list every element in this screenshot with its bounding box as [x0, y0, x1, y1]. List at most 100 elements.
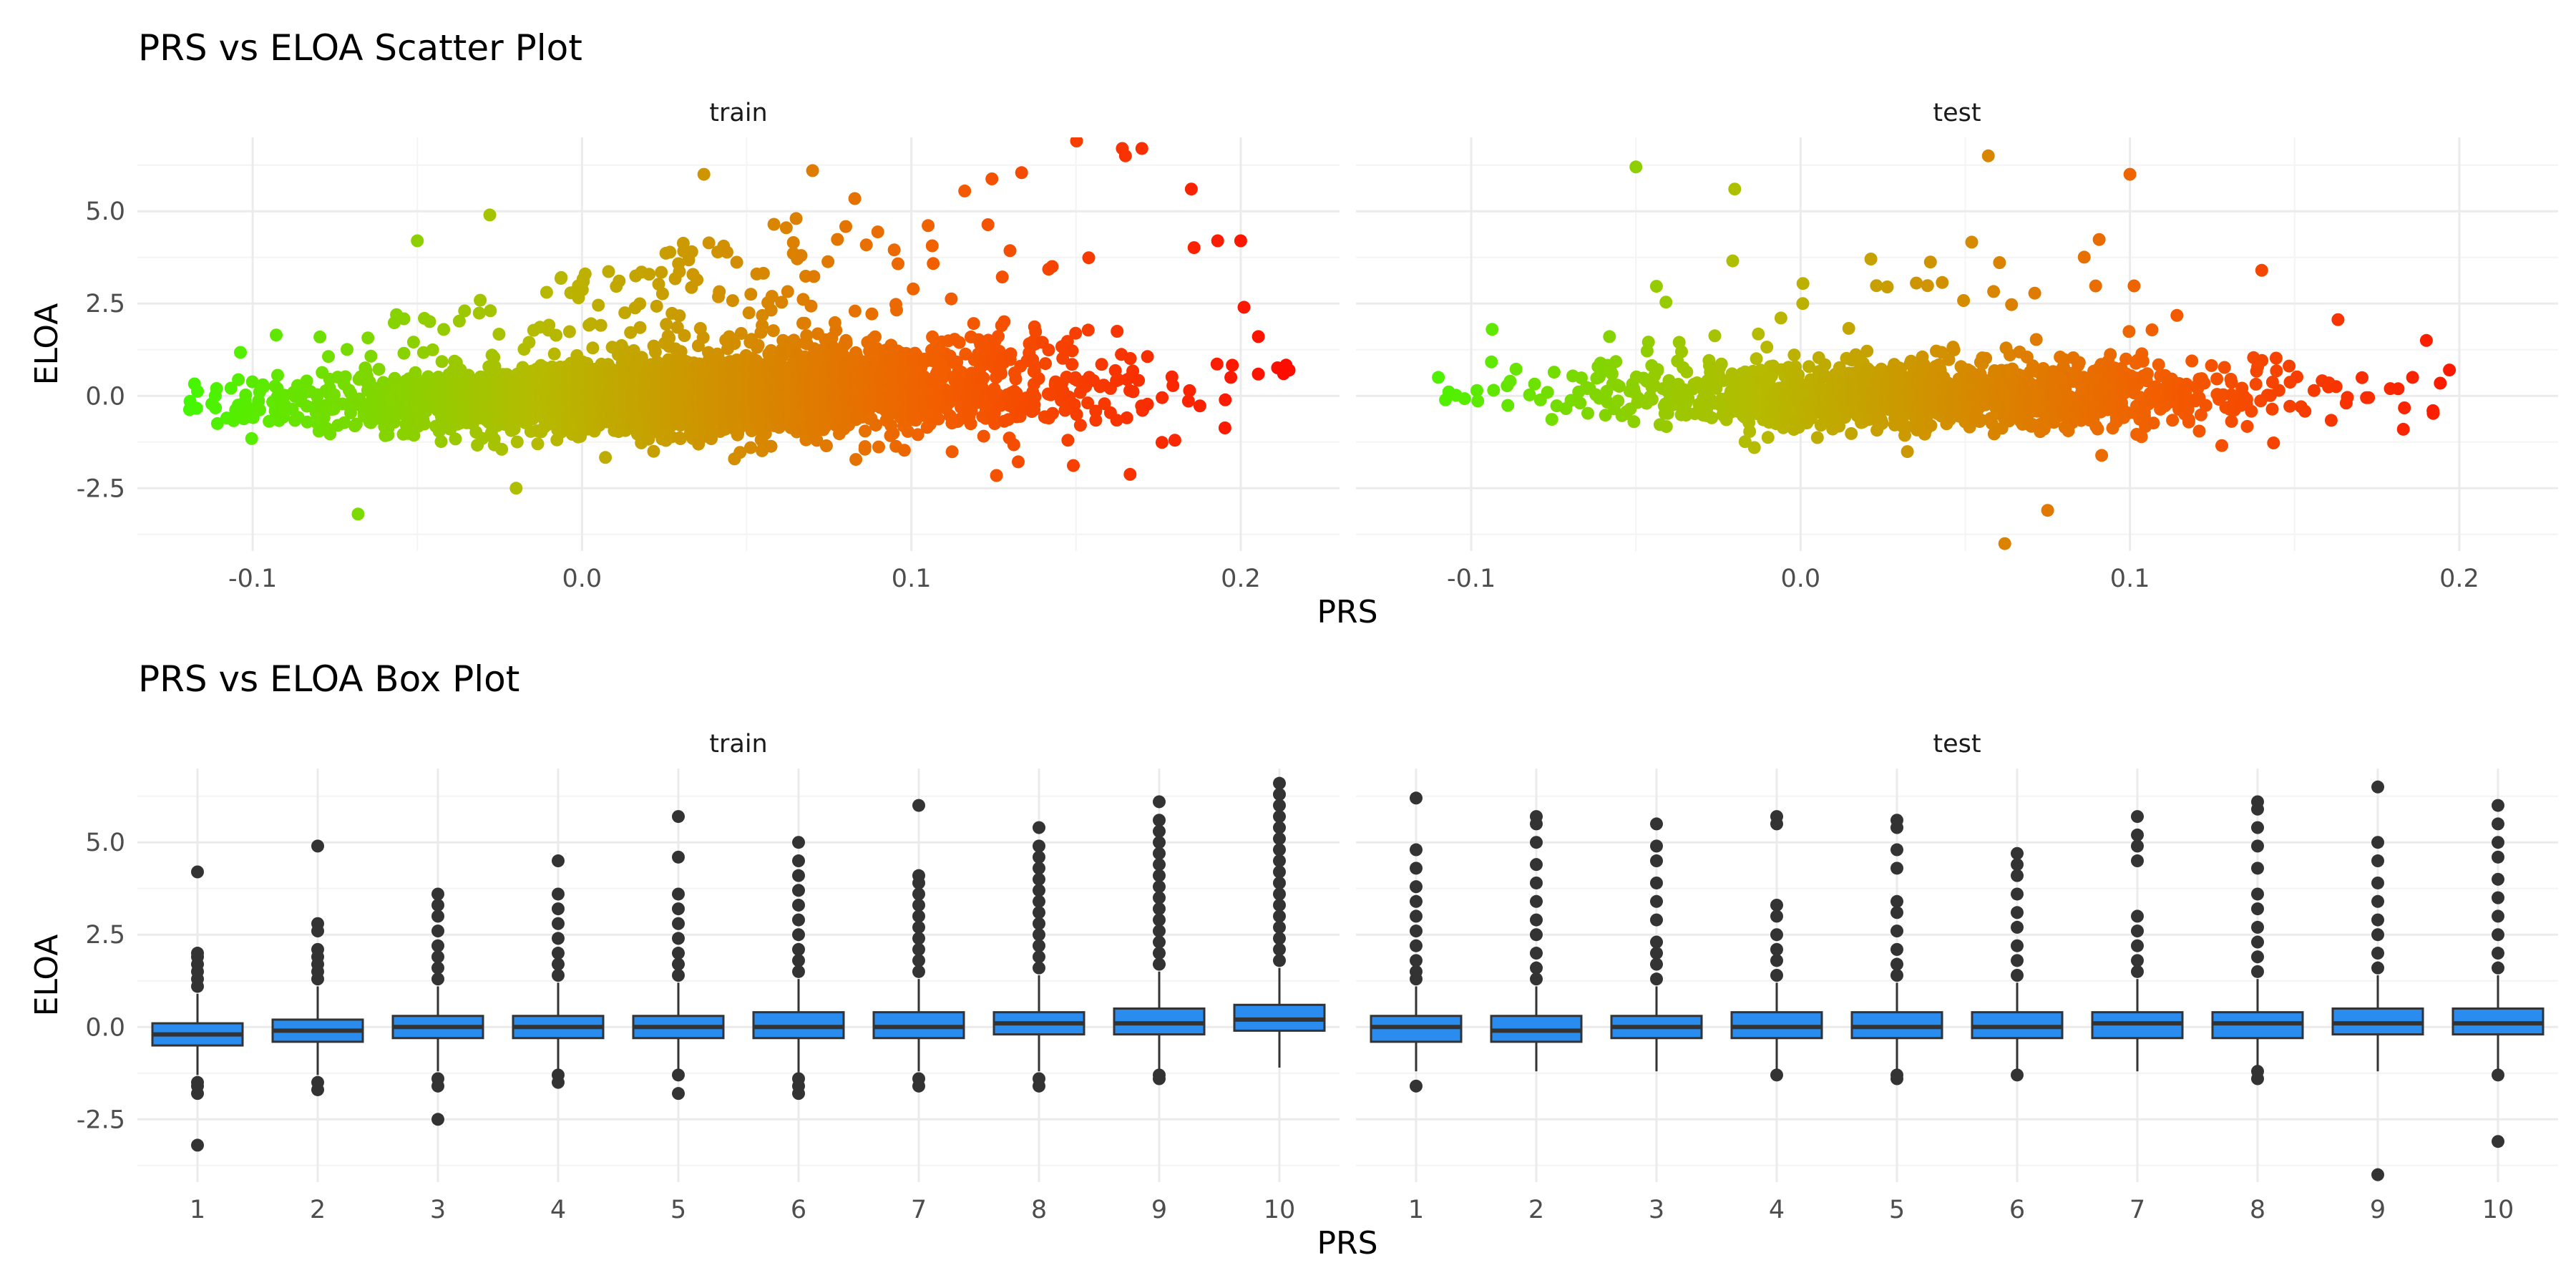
scatter-point — [1845, 426, 1858, 440]
scatter-point — [1003, 244, 1017, 258]
scatter-point — [1487, 384, 1501, 397]
scatter-point — [1985, 416, 1999, 430]
scatter-point — [1574, 396, 1587, 410]
y-tick-label: 2.5 — [85, 290, 125, 318]
scatter-point — [1942, 353, 1956, 366]
scatter-point — [411, 234, 424, 248]
scatter-x-axis-title: PRS — [1317, 594, 1377, 630]
scatter-point — [848, 192, 862, 205]
scatter-point — [1067, 459, 1080, 472]
scatter-point — [765, 290, 779, 303]
scatter-point — [1009, 372, 1023, 386]
scatter-point — [210, 416, 224, 430]
scatter-point — [726, 294, 739, 308]
scatter-point — [1924, 419, 1938, 432]
scatter-point — [2095, 449, 2109, 462]
scatter-point — [458, 304, 472, 318]
scatter-point — [484, 304, 497, 318]
scatter-point — [647, 444, 660, 458]
scatter-point — [958, 184, 972, 197]
x-tick-label: 0.1 — [892, 565, 932, 593]
scatter-point — [786, 236, 800, 249]
scatter-point — [1675, 345, 1688, 358]
box-panel-train-label: train — [709, 730, 767, 758]
scatter-point — [1432, 371, 1445, 384]
scatter-point — [1787, 348, 1801, 362]
scatter-point — [1111, 325, 1124, 338]
x-tick-label: 0.1 — [2110, 565, 2150, 593]
scatter-point — [2269, 351, 2283, 365]
scatter-point — [542, 318, 556, 332]
scatter-point — [1842, 321, 1855, 335]
scatter-point — [594, 318, 608, 332]
scatter-point — [550, 328, 563, 342]
scatter-point — [794, 249, 808, 263]
scatter-point — [474, 293, 487, 307]
scatter-point — [1728, 182, 1742, 196]
scatter-point — [1752, 327, 1765, 341]
scatter-point — [592, 298, 605, 312]
scatter-point — [602, 265, 615, 278]
scatter-point — [1981, 149, 1995, 162]
scatter-point — [1645, 393, 1659, 406]
scatter-point — [1714, 357, 1728, 371]
scatter-point — [2406, 371, 2419, 384]
scatter-point — [2391, 382, 2405, 396]
scatter-point — [1957, 294, 1971, 307]
scatter-point — [1792, 369, 1805, 381]
scatter-point — [434, 435, 448, 449]
scatter-point — [995, 366, 1008, 380]
x-tick-label: -0.1 — [1447, 565, 1496, 593]
scatter-point — [2218, 361, 2231, 374]
scatter-point — [1627, 415, 1641, 429]
scatter-point — [981, 218, 995, 231]
scatter-point — [1523, 388, 1536, 401]
scatter-point — [995, 270, 1009, 284]
scatter-point — [1065, 344, 1079, 358]
scatter-point — [522, 336, 536, 349]
scatter-point — [766, 324, 780, 338]
scatter-point — [2245, 404, 2258, 418]
y-tick-label: 0.0 — [85, 382, 125, 411]
scatter-point — [1210, 357, 1224, 371]
scatter-point — [1528, 377, 1541, 391]
scatter-test-x-tick-labels: -0.1 0.0 0.1 0.2 — [1447, 565, 2479, 593]
scatter-point — [952, 336, 966, 349]
scatter-point — [1224, 371, 1238, 384]
scatter-point — [2192, 424, 2206, 438]
scatter-point — [2255, 263, 2268, 277]
scatter-point — [734, 327, 748, 340]
scatter-point — [2329, 380, 2343, 394]
scatter-point — [1046, 406, 1059, 420]
scatter-point — [2205, 358, 2218, 372]
scatter-point — [2092, 233, 2106, 246]
scatter-point — [323, 427, 337, 441]
scatter-point — [397, 346, 411, 360]
scatter-point — [2197, 376, 2211, 390]
scatter-point — [2283, 399, 2297, 413]
scatter-point — [2028, 286, 2041, 300]
scatter-point — [2041, 504, 2054, 517]
scatter-point — [2091, 422, 2104, 436]
scatter-point — [245, 375, 259, 389]
scatter-point — [643, 268, 656, 281]
scatter-point — [372, 363, 386, 376]
scatter-point — [1123, 352, 1137, 365]
scatter-point — [555, 270, 568, 284]
scatter-point — [1081, 396, 1095, 410]
scatter-point — [821, 255, 835, 268]
scatter-point — [1237, 301, 1251, 314]
scatter-point — [2029, 333, 2043, 346]
scatter-point — [1581, 406, 1594, 420]
scatter-point — [887, 243, 901, 257]
scatter-point — [2225, 376, 2238, 389]
scatter-point — [1141, 397, 1154, 411]
scatter-point — [804, 299, 818, 313]
scatter-point — [779, 221, 793, 235]
scatter-point — [2362, 391, 2376, 404]
scatter-point — [990, 469, 1003, 482]
scatter-point — [1095, 358, 1108, 371]
scatter-point — [232, 373, 245, 386]
scatter-point — [674, 345, 688, 358]
scatter-point — [270, 328, 283, 342]
